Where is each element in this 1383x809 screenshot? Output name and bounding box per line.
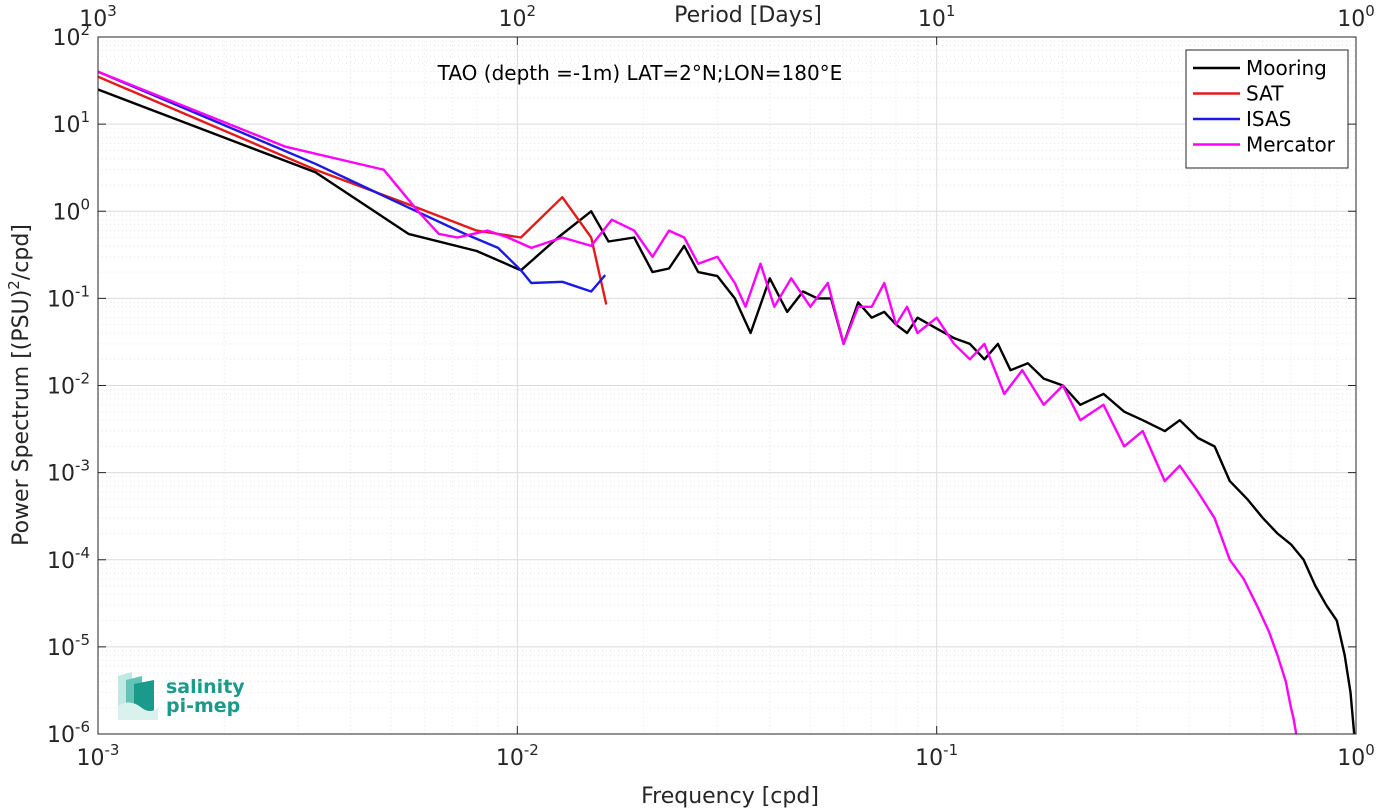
salinity-pi-mep-logo: salinity pi-mep	[118, 672, 245, 720]
y-tick-label: 101	[52, 108, 90, 138]
y-tick-label-base: 10	[47, 287, 75, 312]
top-tick-label: 100	[1337, 2, 1375, 32]
logo-wave-foam	[118, 702, 158, 720]
y-tick-label-base: 10	[52, 113, 80, 138]
series-line-isas	[97, 70, 607, 293]
y-tick-label: 10-5	[47, 631, 90, 661]
grid	[97, 36, 1357, 735]
top-axis-title: Period [Days]	[674, 3, 822, 28]
x-tick-label: 10-2	[496, 741, 539, 771]
top-tick-label-base: 10	[499, 7, 527, 32]
y-tick-label-exp: -6	[75, 718, 90, 736]
top-tick-label-exp: 3	[107, 2, 117, 20]
x-tick-label: 10-1	[915, 741, 958, 771]
y-tick-label-base: 10	[52, 26, 80, 51]
y-tick-label: 10-6	[47, 718, 90, 748]
y-tick-label-base: 10	[47, 549, 75, 574]
x-tick-label-exp: -3	[105, 741, 120, 759]
y-axis-title-main: Power Spectrum [(PSU)	[9, 290, 34, 546]
y-tick-label-base: 10	[47, 462, 75, 487]
y-axis-title: Power Spectrum [(PSU)2/cpd]	[5, 224, 34, 546]
legend-label-sat: SAT	[1246, 82, 1284, 106]
y-tick-label-base: 10	[52, 200, 80, 225]
series-line-mooring	[97, 88, 1356, 735]
top-tick-label-base: 10	[1337, 7, 1365, 32]
series-layer	[97, 70, 1356, 735]
x-tick-label-exp: 0	[1365, 741, 1375, 759]
y-tick-label-exp: -1	[75, 282, 90, 300]
y-tick-label-exp: 0	[80, 195, 90, 213]
top-tick-label-exp: 1	[946, 2, 956, 20]
y-tick-label-exp: 1	[80, 108, 90, 126]
top-tick-label-exp: 0	[1365, 2, 1375, 20]
y-tick-label-exp: -5	[75, 631, 90, 649]
x-axis-title: Frequency [cpd]	[641, 784, 819, 809]
y-tick-label-base: 10	[47, 723, 75, 748]
x-tick-label-exp: -2	[524, 741, 539, 759]
top-tick-label: 102	[499, 2, 537, 32]
x-tick-label-exp: -1	[943, 741, 958, 759]
top-tick-label: 103	[79, 2, 117, 32]
y-tick-label-base: 10	[47, 636, 75, 661]
x-tick-label: 10-3	[77, 741, 120, 771]
y-tick-label-exp: 2	[80, 21, 90, 39]
y-tick-label-base: 10	[47, 375, 75, 400]
y-tick-label: 100	[52, 195, 90, 225]
top-tick-label-exp: 2	[527, 2, 537, 20]
y-tick-label: 10-3	[47, 457, 90, 487]
legend-label-mooring: Mooring	[1246, 56, 1327, 80]
legend-label-mercator: Mercator	[1246, 133, 1336, 157]
top-tick-label-base: 10	[79, 7, 107, 32]
y-tick-label-exp: -3	[75, 457, 90, 475]
x-tick-label-base: 10	[77, 746, 105, 771]
y-tick-label-exp: -2	[75, 370, 90, 388]
x-tick-label-base: 10	[496, 746, 524, 771]
top-tick-label-base: 10	[918, 7, 946, 32]
logo-text-pi-mep: pi-mep	[166, 695, 240, 717]
y-tick-label-exp: -4	[75, 544, 90, 562]
logo-text-salinity: salinity	[166, 676, 245, 698]
top-tick-label: 101	[918, 2, 956, 32]
x-tick-label-base: 10	[1337, 746, 1365, 771]
plot-annotation: TAO (depth =-1m) LAT=2°N;LON=180°E	[437, 61, 843, 85]
x-tick-label-base: 10	[915, 746, 943, 771]
series-line-mercator	[97, 70, 1298, 735]
y-tick-label: 102	[52, 21, 90, 51]
y-tick-label: 10-4	[47, 544, 90, 574]
y-axis-title-tail: /cpd]	[9, 224, 34, 280]
y-axis-title-sup: 2	[5, 280, 23, 290]
y-tick-label: 10-2	[47, 370, 90, 400]
legend-box	[1185, 49, 1349, 169]
legend-label-isas: ISAS	[1246, 107, 1291, 131]
y-tick-label: 10-1	[47, 282, 90, 312]
x-tick-label: 100	[1337, 741, 1375, 771]
